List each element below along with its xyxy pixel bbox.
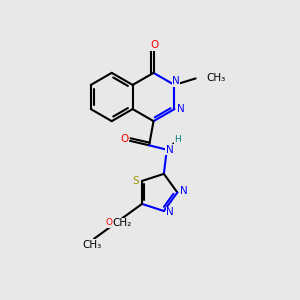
Text: O: O [105,218,112,227]
Text: S: S [132,176,139,186]
Text: H: H [174,136,181,145]
Text: N: N [167,208,174,218]
Text: N: N [166,145,174,155]
Text: N: N [180,186,188,196]
Text: CH₃: CH₃ [207,73,226,83]
Text: CH₂: CH₂ [112,218,132,228]
Text: O: O [121,134,129,144]
Text: N: N [177,104,185,114]
Text: N: N [172,76,180,86]
Text: O: O [150,40,158,50]
Text: CH₃: CH₃ [83,240,102,250]
